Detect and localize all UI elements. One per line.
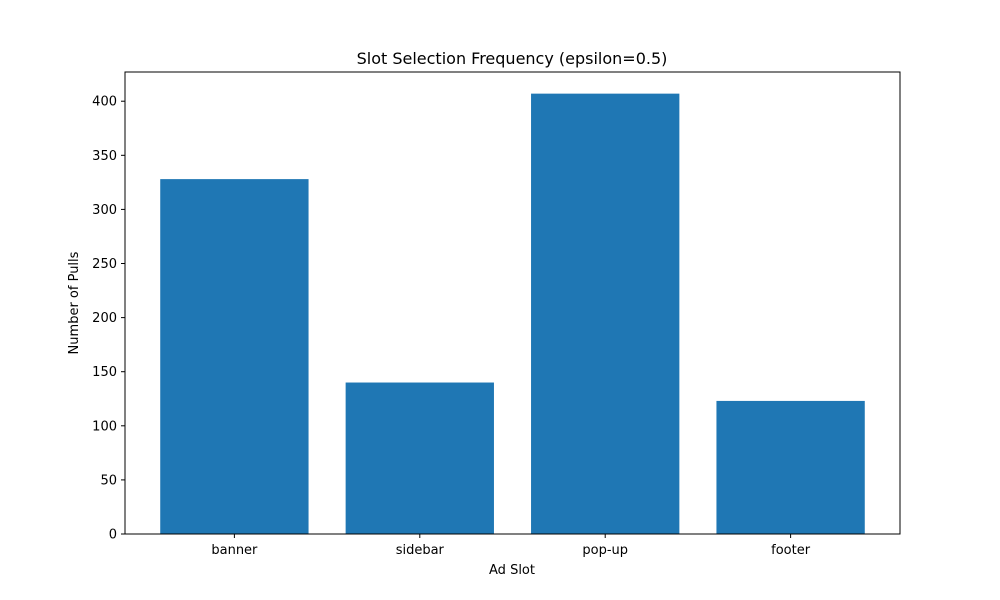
bar-banner	[160, 179, 309, 535]
x-tick-label: footer	[771, 543, 811, 558]
y-tick-label: 150	[92, 365, 117, 380]
y-axis-ticks: 0 50 100 150 200 250 300 350 400	[92, 95, 125, 543]
y-axis-label: Number of Pulls	[67, 251, 82, 354]
y-tick-label: 0	[109, 528, 117, 543]
bar-pop-up	[531, 93, 680, 534]
bar-sidebar	[345, 382, 494, 534]
y-tick-label: 300	[92, 203, 117, 218]
y-tick-label: 250	[92, 257, 117, 272]
y-tick-label: 400	[92, 95, 117, 110]
x-tick-label: banner	[211, 543, 258, 558]
bars-layer	[160, 93, 865, 535]
y-tick-label: 50	[100, 473, 117, 488]
bar-footer	[716, 400, 865, 534]
chart-title: Slot Selection Frequency (epsilon=0.5)	[357, 49, 668, 68]
x-tick-label: pop-up	[582, 543, 628, 558]
plot-frame	[124, 71, 901, 535]
y-tick-label: 100	[92, 419, 117, 434]
y-tick-label: 200	[92, 311, 117, 326]
y-tick-label: 350	[92, 149, 117, 164]
x-axis-ticks: banner sidebar pop-up footer	[211, 534, 811, 558]
x-tick-label: sidebar	[396, 543, 445, 558]
x-axis-label: Ad Slot	[489, 563, 535, 578]
